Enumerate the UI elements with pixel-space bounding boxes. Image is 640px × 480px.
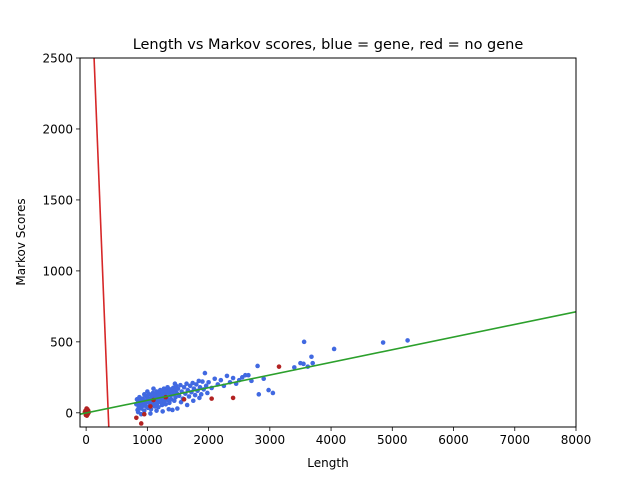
y-axis-label: Markov Scores	[14, 198, 28, 285]
gene-point	[178, 399, 184, 405]
gene-point	[266, 387, 271, 393]
gene-point	[166, 406, 172, 412]
x-tick-label: 1000	[132, 433, 163, 447]
gene-point	[197, 395, 202, 401]
gene-point	[192, 392, 198, 398]
y-tick-label: 1500	[42, 193, 73, 207]
x-tick-label: 8000	[561, 433, 592, 447]
gene-point	[190, 380, 195, 386]
gene-point	[202, 370, 208, 376]
x-tick-label: 7000	[499, 433, 530, 447]
no-gene-point	[134, 415, 139, 421]
gene-point	[170, 407, 175, 413]
gene-point	[151, 386, 156, 391]
gene-point	[309, 354, 314, 360]
gene-point	[172, 398, 177, 404]
gene-point	[310, 360, 315, 366]
x-tick-label: 5000	[377, 433, 408, 447]
x-tick-label: 6000	[438, 433, 469, 447]
gene-point	[186, 394, 192, 399]
gene-point	[224, 373, 230, 379]
axes-frame	[79, 57, 577, 428]
gene-point	[173, 394, 178, 400]
gene-point	[218, 377, 224, 383]
gene-point	[380, 340, 386, 345]
gene-point	[142, 392, 147, 397]
chart-title: Length vs Markov scores, blue = gene, re…	[133, 37, 524, 53]
no-gene-point	[84, 413, 90, 418]
gene-point	[156, 404, 161, 410]
gene-point	[160, 409, 165, 414]
gene-point	[142, 408, 147, 413]
gene-point	[198, 392, 204, 397]
y-tick-label: 1000	[42, 264, 73, 278]
gene-point	[203, 383, 209, 389]
x-tick-label: 2000	[193, 433, 224, 447]
gene-point	[270, 390, 276, 396]
no-gene-point	[230, 395, 236, 401]
gene-point	[256, 392, 262, 397]
gene-point	[184, 381, 189, 387]
gene-point	[172, 381, 178, 387]
gene-point	[301, 361, 306, 367]
no-gene-point	[84, 406, 89, 411]
y-tick-label: 0	[65, 406, 73, 420]
x-tick-label: 3000	[255, 433, 286, 447]
gene-point	[178, 382, 183, 388]
y-tick-label: 500	[50, 335, 73, 349]
gene-point	[212, 376, 218, 382]
gene-point	[163, 401, 169, 407]
y-axis: 0 500 1000 1500 2000 2500	[42, 52, 80, 420]
gene-point	[196, 378, 202, 384]
gene-point	[261, 376, 267, 382]
y-tick-label: 2000	[42, 122, 73, 136]
no-gene-point	[148, 404, 153, 409]
plot-area	[80, 58, 576, 427]
gene-point	[190, 398, 196, 404]
x-tick-label: 4000	[316, 433, 347, 447]
gene-point	[167, 400, 172, 406]
gene-point	[405, 338, 410, 343]
no-gene-point	[138, 421, 144, 426]
gene-point	[148, 411, 153, 416]
x-axis: 0 1000 2000 3000 4000 5000 6000 7000 8000	[82, 427, 591, 447]
no-gene-point	[276, 364, 282, 369]
no-gene-point	[181, 397, 187, 402]
gene-point	[230, 375, 236, 381]
x-axis-label: Length	[307, 456, 348, 470]
gene-point	[301, 339, 307, 345]
gene-point	[175, 406, 180, 411]
no-gene-point	[142, 411, 147, 417]
gene-point	[292, 365, 297, 370]
gene-point	[205, 390, 210, 396]
no-gene-point	[209, 396, 214, 401]
gene-point	[194, 382, 199, 387]
gene-point	[175, 386, 181, 391]
no-gene-boundary-line	[93, 58, 110, 427]
gene-point	[154, 401, 160, 406]
gene-point	[200, 379, 205, 384]
gene-point	[184, 402, 190, 408]
gene-point	[159, 402, 165, 408]
gene-point	[154, 408, 159, 413]
gene-point	[246, 372, 251, 378]
gene-point	[206, 379, 211, 385]
y-tick-label: 2500	[42, 52, 73, 66]
gene-point	[255, 363, 260, 369]
gene-point	[145, 389, 150, 394]
gene-fit-line	[80, 310, 576, 416]
x-tick-label: 0	[82, 433, 90, 447]
gene-point	[181, 384, 187, 390]
gene-point	[331, 346, 337, 352]
